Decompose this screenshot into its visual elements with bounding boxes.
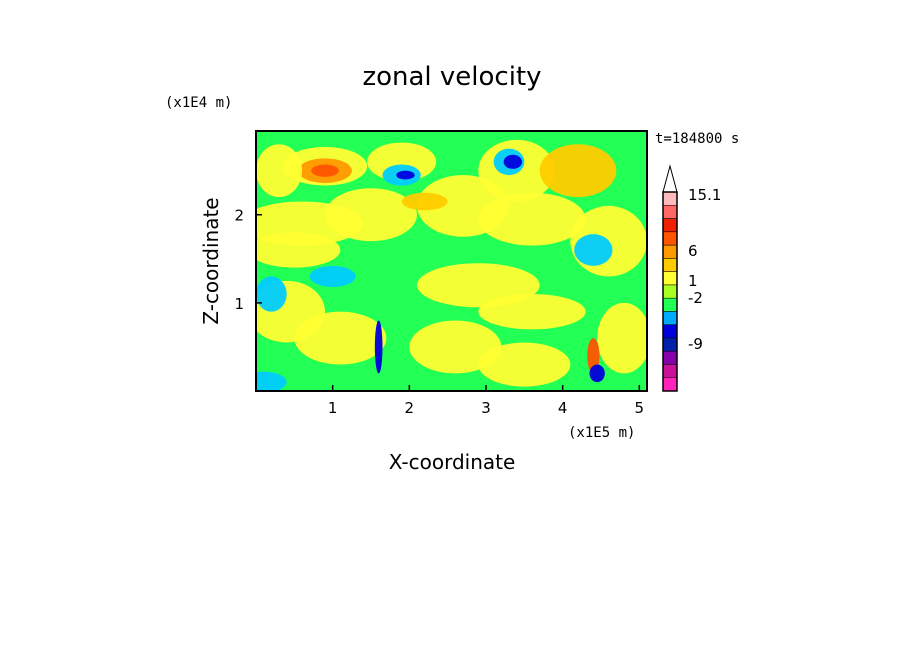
plot-frame xyxy=(255,130,648,392)
contour-region xyxy=(401,192,448,211)
colorbar-bin xyxy=(662,271,678,286)
y-axis-label: Z-coordinate xyxy=(199,197,223,324)
colorbar-bin xyxy=(662,311,678,325)
colorbar-extend-arrow xyxy=(662,164,678,193)
colorbar-bin xyxy=(662,284,678,299)
x-tick-label: 5 xyxy=(635,399,645,417)
colorbar-bin xyxy=(662,258,678,272)
contour-region xyxy=(311,164,339,177)
colorbar: 15.1 6 1-2 -9 xyxy=(662,164,721,392)
colorbar-frame xyxy=(662,191,678,392)
x-tick-label: 3 xyxy=(481,399,491,417)
colorbar-tick-label: 6 xyxy=(688,242,698,260)
colorbar-bin xyxy=(662,337,678,352)
chart-title: zonal velocity xyxy=(362,62,541,92)
colorbar-tick-label: -2 xyxy=(688,289,703,307)
colorbar-bin xyxy=(662,297,678,312)
colorbar-bin xyxy=(662,244,678,259)
contour-region xyxy=(396,170,415,180)
contour-region xyxy=(309,265,356,287)
colorbar-tick-label: -9 xyxy=(688,335,703,353)
time-label: t=184800 s xyxy=(655,131,739,147)
contour-region xyxy=(503,154,523,169)
colorbar-bin xyxy=(662,191,678,206)
field-contours xyxy=(256,139,647,391)
contour-region xyxy=(409,320,502,374)
contour-region xyxy=(478,192,586,246)
y-unit-label: (x1E4 m) xyxy=(165,95,232,111)
y-tick-label: 1 xyxy=(234,295,244,313)
contour-region xyxy=(587,338,600,374)
contour-region xyxy=(256,276,287,312)
contour-region xyxy=(294,311,387,365)
colorbar-bin xyxy=(662,231,678,246)
contour-region xyxy=(256,232,341,268)
contour-region xyxy=(325,188,417,242)
contour-region xyxy=(478,342,571,387)
colorbar-bin xyxy=(662,364,678,378)
x-axis: 1 2 3 4 5 xyxy=(328,385,644,417)
contour-region xyxy=(478,294,586,330)
y-tick-label: 2 xyxy=(234,207,244,225)
colorbar-bin xyxy=(662,350,678,365)
x-axis-label: X-coordinate xyxy=(389,450,516,474)
contour-region xyxy=(597,302,647,374)
x-tick-label: 4 xyxy=(558,399,568,417)
colorbar-tick-label: 15.1 xyxy=(688,186,721,204)
contour-region xyxy=(589,364,605,383)
contour-region xyxy=(256,144,302,198)
y-axis: 12 xyxy=(234,207,262,313)
contour-region xyxy=(574,234,613,266)
colorbar-bin xyxy=(662,218,678,233)
plot-area xyxy=(256,131,647,391)
x-tick-label: 1 xyxy=(328,399,338,417)
colorbar-bin xyxy=(662,377,678,392)
x-tick-label: 2 xyxy=(405,399,415,417)
colorbar-bin xyxy=(662,205,678,219)
contour-region xyxy=(539,144,617,198)
contour-region xyxy=(256,371,287,391)
colorbar-tick-label: 1 xyxy=(688,272,698,290)
x-unit-label: (x1E5 m) xyxy=(568,425,635,441)
contour-region xyxy=(374,320,383,374)
colorbar-bin xyxy=(662,324,678,339)
